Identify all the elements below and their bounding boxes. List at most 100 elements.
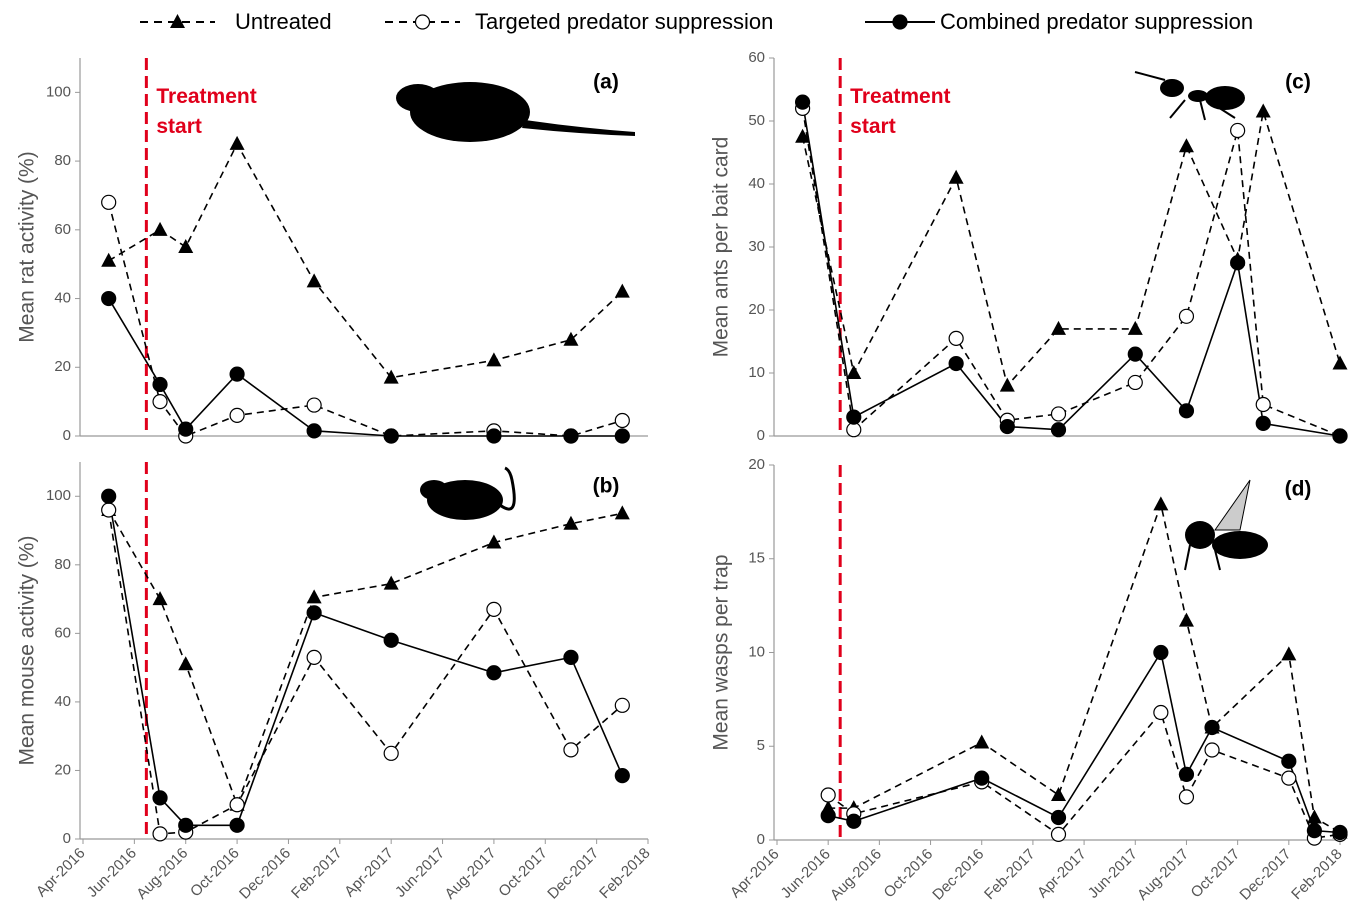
marker <box>1255 396 1271 413</box>
marker <box>1050 826 1067 842</box>
x-tick-label: Feb-2018 <box>1288 846 1345 903</box>
y-tick-label: 20 <box>54 358 71 375</box>
y-axis-label: Mean rat activity (%) <box>16 151 39 342</box>
marker <box>306 273 322 288</box>
marker <box>152 591 168 606</box>
y-tick-label: 10 <box>748 643 765 660</box>
y-axis-label: Mean wasps per trap <box>710 554 733 750</box>
panel-label: (a) <box>593 71 619 94</box>
marker <box>974 734 990 749</box>
marker <box>178 421 194 437</box>
y-tick-label: 60 <box>54 221 71 238</box>
x-tick-label: Dec-2016 <box>236 845 294 903</box>
marker <box>948 330 964 346</box>
marker <box>1050 406 1067 422</box>
marker <box>101 252 117 267</box>
marker <box>1050 809 1067 826</box>
series-line <box>107 509 623 835</box>
y-tick-label: 10 <box>748 364 765 381</box>
marker <box>614 697 630 713</box>
marker <box>1153 704 1169 721</box>
marker <box>1255 103 1271 118</box>
marker <box>306 423 322 439</box>
marker <box>820 787 836 803</box>
marker <box>614 505 630 520</box>
marker <box>820 808 836 824</box>
marker <box>1127 374 1143 391</box>
y-tick-label: 0 <box>757 831 765 848</box>
series-line <box>828 501 1341 834</box>
annotation-box: Treatment start <box>156 85 257 138</box>
marker <box>614 283 630 298</box>
y-axis-label: Mean mouse activity (%) <box>16 536 39 766</box>
legend-marker <box>892 14 908 30</box>
marker <box>383 428 399 444</box>
marker <box>178 817 194 833</box>
marker <box>1281 753 1297 769</box>
y-tick-label: 80 <box>54 152 71 169</box>
marker <box>306 589 322 604</box>
marker <box>1230 255 1246 271</box>
y-axis-label: Mean ants per bait card <box>710 137 733 358</box>
marker <box>152 826 168 842</box>
marker <box>306 605 322 621</box>
marker <box>101 290 117 307</box>
x-tick-label: Dec-2017 <box>544 845 602 903</box>
marker <box>1178 766 1195 782</box>
marker <box>948 355 964 372</box>
marker <box>1306 809 1322 824</box>
x-tick-label: Apr-2017 <box>1034 846 1090 902</box>
marker <box>1332 824 1348 841</box>
marker <box>178 239 194 253</box>
marker <box>178 656 194 671</box>
marker <box>614 428 630 444</box>
y-tick-label: 15 <box>748 550 765 567</box>
marker <box>486 601 502 617</box>
x-tick-label: Feb-2017 <box>981 846 1038 903</box>
marker <box>1281 770 1297 786</box>
rat-silhouette <box>396 82 635 142</box>
legend-label: Combined predator suppression <box>940 9 1253 34</box>
marker <box>486 534 502 549</box>
legend-label: Targeted predator suppression <box>475 9 773 34</box>
legend-marker <box>414 14 431 30</box>
panel-label: (c) <box>1285 71 1311 94</box>
y-tick-label: 0 <box>757 427 765 444</box>
x-tick-label: Feb-2017 <box>288 845 345 902</box>
x-tick-label: Jun-2017 <box>392 845 448 901</box>
series-line <box>107 298 623 437</box>
marker <box>1281 646 1297 661</box>
marker <box>229 817 245 833</box>
marker <box>846 365 862 379</box>
marker <box>1051 320 1066 335</box>
annotation: Treatment start <box>156 85 257 138</box>
marker <box>846 409 862 425</box>
y-tick-label: 40 <box>54 693 71 710</box>
marker <box>563 331 579 346</box>
marker <box>1230 122 1246 139</box>
marker <box>563 515 579 530</box>
marker <box>486 428 502 444</box>
panel-label: (b) <box>593 475 620 498</box>
x-tick-label: Oct-2017 <box>495 845 551 901</box>
marker <box>795 128 811 143</box>
x-tick-label: Aug-2017 <box>442 845 500 903</box>
marker <box>1178 612 1194 627</box>
y-tick-label: 60 <box>54 624 71 641</box>
marker <box>614 767 630 784</box>
marker <box>229 407 245 423</box>
y-tick-label: 50 <box>748 112 765 129</box>
x-tick-label: Aug-2017 <box>1134 846 1192 904</box>
marker <box>563 428 579 444</box>
marker <box>974 770 990 786</box>
y-tick-label: 80 <box>54 556 71 573</box>
marker <box>152 376 168 393</box>
series-line <box>108 142 623 379</box>
y-tick-label: 5 <box>757 737 765 754</box>
x-tick-label: Jun-2016 <box>84 845 140 901</box>
panel-label: (d) <box>1285 478 1312 501</box>
series-line <box>827 710 1341 840</box>
marker <box>1050 422 1067 438</box>
marker <box>229 135 245 150</box>
